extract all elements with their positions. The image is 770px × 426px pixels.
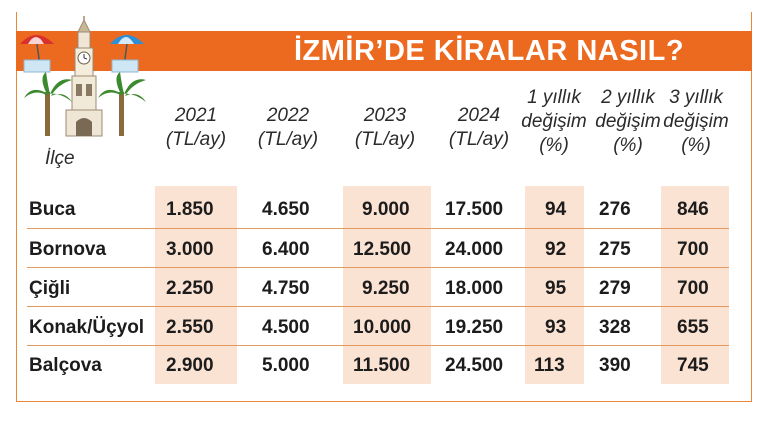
title-banner: İZMİR’DE KİRALAR NASIL? <box>16 31 752 71</box>
value-1yr: 94 <box>545 199 567 220</box>
value-2023: 10.000 <box>353 317 412 338</box>
value-1yr: 92 <box>545 239 567 260</box>
value-2024: 24.500 <box>445 355 504 376</box>
column-shade-2023 <box>343 186 431 384</box>
value-2021: 2.900 <box>166 355 214 376</box>
column-shade-2021 <box>155 186 237 384</box>
district-name: Bornova <box>29 239 107 260</box>
row-divider <box>27 228 729 229</box>
value-2021: 1.850 <box>166 199 214 220</box>
district-name: Buca <box>29 199 76 220</box>
beach-umbrella-icon <box>20 35 54 73</box>
value-2024: 24.000 <box>445 239 504 260</box>
value-2022: 4.500 <box>262 317 310 338</box>
column-shade-3yr <box>661 186 729 384</box>
value-2024: 19.250 <box>445 317 504 338</box>
row-header: İlçe <box>45 148 75 169</box>
value-2yr: 328 <box>599 317 631 338</box>
value-2023: 9.250 <box>362 278 410 299</box>
value-2022: 5.000 <box>262 355 310 376</box>
palm-tree-icon <box>98 72 146 136</box>
value-2yr: 390 <box>599 355 631 376</box>
column-header-2024: 2024 (TL/ay) <box>448 105 510 150</box>
table-title: İZMİR’DE KİRALAR NASIL? <box>293 35 685 67</box>
row-divider <box>27 345 729 346</box>
value-1yr: 95 <box>545 278 567 299</box>
value-2024: 18.000 <box>445 278 504 299</box>
value-2021: 2.250 <box>166 278 214 299</box>
column-header-2022: 2022 (TL/ay) <box>257 105 319 150</box>
value-2021: 3.000 <box>166 239 214 260</box>
value-2023: 9.000 <box>362 199 410 220</box>
value-2yr: 279 <box>599 278 631 299</box>
district-name: Çiğli <box>29 278 71 299</box>
row-divider <box>27 306 729 307</box>
value-2022: 4.650 <box>262 199 310 220</box>
value-2yr: 275 <box>599 239 631 260</box>
district-name: Konak/Üçyol <box>29 317 145 338</box>
clock-tower-icon <box>65 16 103 137</box>
column-header-3yr-change: 3 yıllık değişim (%) <box>663 87 729 156</box>
value-3yr: 700 <box>677 239 709 260</box>
value-2024: 17.500 <box>445 199 504 220</box>
value-2yr: 276 <box>599 199 631 220</box>
column-header-1yr-change: 1 yıllık değişim (%) <box>521 87 587 156</box>
value-1yr: 93 <box>545 317 567 338</box>
column-header-2023: 2023 (TL/ay) <box>354 105 416 150</box>
value-2023: 12.500 <box>353 239 412 260</box>
district-name: Balçova <box>29 355 102 376</box>
value-3yr: 700 <box>677 278 709 299</box>
column-header-2021: 2021 (TL/ay) <box>165 105 227 150</box>
value-2023: 11.500 <box>353 355 411 376</box>
value-3yr: 846 <box>677 199 709 220</box>
value-3yr: 745 <box>677 355 709 376</box>
beach-umbrella-icon <box>110 35 144 73</box>
column-shade-1yr <box>525 186 584 384</box>
column-header-2yr-change: 2 yıllık değişim (%) <box>595 87 661 156</box>
clock-tower-illustration <box>20 16 146 137</box>
value-3yr: 655 <box>677 317 709 338</box>
row-divider <box>27 267 729 268</box>
value-2021: 2.550 <box>166 317 214 338</box>
value-2022: 4.750 <box>262 278 310 299</box>
value-1yr: 113 <box>534 355 565 376</box>
palm-tree-icon <box>24 72 72 136</box>
value-2022: 6.400 <box>262 239 310 260</box>
